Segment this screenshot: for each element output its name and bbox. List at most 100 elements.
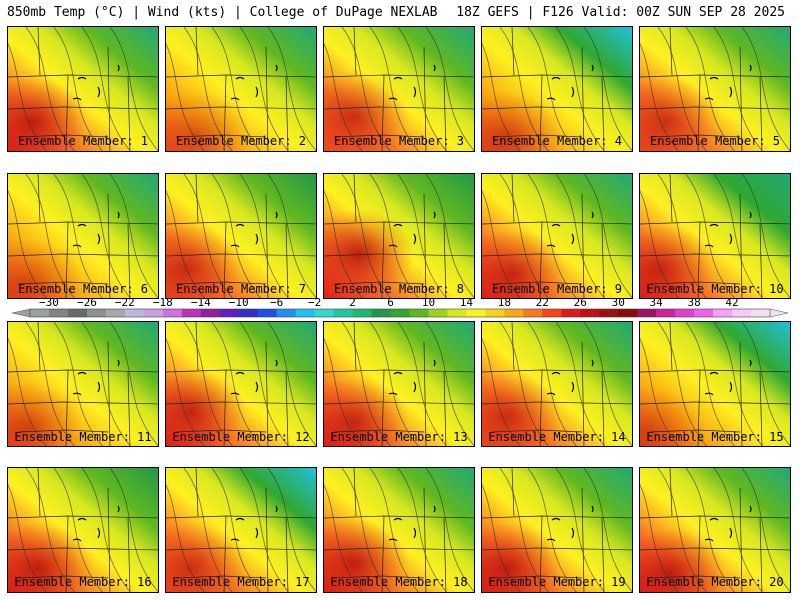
- colorbar-swatch: [219, 309, 240, 317]
- ensemble-member-map: [165, 173, 317, 299]
- temperature-field: [482, 322, 632, 446]
- colorbar-tick-label: −2: [308, 297, 321, 309]
- temperature-field: [324, 27, 474, 151]
- temperature-field: [324, 322, 474, 446]
- map-title: 850mb Temp (°C) | Wind (kts) | College o…: [7, 5, 438, 20]
- colorbar-swatch: [675, 309, 695, 317]
- colorbar-swatch: [257, 309, 278, 317]
- ensemble-member-label: Ensemble Member: 6: [17, 282, 149, 296]
- ensemble-member-map: [639, 467, 791, 593]
- colorbar-tick-label: 26: [574, 297, 587, 309]
- colorbar-swatch: [466, 309, 486, 317]
- ensemble-member-map: [165, 26, 317, 152]
- temperature-field: [640, 468, 790, 592]
- colorbar-swatch: [542, 309, 562, 317]
- colorbar-swatch: [694, 309, 714, 317]
- ensemble-member-map: [7, 173, 159, 299]
- colorbar-tick-label: 10: [422, 297, 435, 309]
- temperature-field: [166, 27, 316, 151]
- ensemble-member-map: [7, 26, 159, 152]
- colorbar-swatch: [333, 309, 354, 317]
- temperature-field: [324, 174, 474, 298]
- ensemble-member-map: [7, 321, 159, 447]
- temperature-field: [640, 174, 790, 298]
- colorbar-tick-label: 34: [650, 297, 664, 309]
- colorbar-tick-label: 42: [725, 297, 738, 309]
- temperature-field: [166, 468, 316, 592]
- ensemble-member-label: Ensemble Member: 14: [488, 430, 626, 444]
- colorbar-swatch: [352, 309, 373, 317]
- colorbar-swatch: [656, 309, 676, 317]
- colorbar-tick-label: −26: [77, 297, 97, 309]
- forecast-valid-time: 18Z GEFS | F126 Valid: 00Z SUN SEP 28 20…: [456, 5, 785, 20]
- colorbar-swatch: [580, 309, 600, 317]
- temperature-field: [8, 468, 158, 592]
- colorbar-swatch: [143, 309, 164, 317]
- colorbar-tick-label: 14: [460, 297, 474, 309]
- ensemble-member-label: Ensemble Member: 15: [646, 430, 784, 444]
- ensemble-member-label: Ensemble Member: 16: [14, 575, 152, 589]
- temperature-field: [482, 468, 632, 592]
- colorbar-tick-label: 2: [349, 297, 356, 309]
- colorbar-swatch: [124, 309, 145, 317]
- colorbar-tick-label: −18: [153, 297, 173, 309]
- colorbar-swatch: [371, 309, 392, 317]
- colorbar-swatch: [48, 309, 69, 317]
- ensemble-member-label: Ensemble Member: 5: [649, 134, 781, 148]
- ensemble-member-map: [481, 321, 633, 447]
- colorbar-swatch: [105, 309, 126, 317]
- ensemble-member-label: Ensemble Member: 10: [646, 282, 784, 296]
- ensemble-member-map: [639, 26, 791, 152]
- ensemble-member-label: Ensemble Member: 1: [17, 134, 149, 148]
- colorbar-swatch: [561, 309, 581, 317]
- colorbar-tick-label: −10: [229, 297, 249, 309]
- colorbar-tick-label: −14: [191, 297, 211, 309]
- ensemble-member-map: [481, 26, 633, 152]
- ensemble-member-map: [165, 467, 317, 593]
- ensemble-member-label: Ensemble Member: 2: [175, 134, 307, 148]
- colorbar-left-arrow: [11, 308, 31, 318]
- ensemble-member-map: [7, 467, 159, 593]
- ensemble-member-map: [481, 173, 633, 299]
- colorbar-swatch: [314, 309, 335, 317]
- colorbar-swatch: [200, 309, 221, 317]
- temperature-field: [482, 27, 632, 151]
- colorbar-swatch: [276, 309, 297, 317]
- ensemble-member-map: [481, 467, 633, 593]
- colorbar-tick-label: 22: [536, 297, 549, 309]
- ensemble-member-label: Ensemble Member: 20: [646, 575, 784, 589]
- colorbar-swatch: [390, 309, 410, 317]
- temperature-field: [8, 322, 158, 446]
- temperature-colorbar: −30 −26 −22 −18 −14 −10 −6 −2 2 6 10 14 18 22 26 30 34 38…: [11, 296, 789, 319]
- ensemble-member-label: Ensemble Member: 13: [330, 430, 468, 444]
- temperature-field: [640, 27, 790, 151]
- temperature-field: [8, 174, 158, 298]
- colorbar-svg: −30 −26 −22 −18 −14 −10 −6 −2 2 6 10 14 18 22 26 30 34 38…: [11, 296, 789, 318]
- temperature-field: [8, 27, 158, 151]
- ensemble-member-map: [323, 321, 475, 447]
- colorbar-tick-label: 18: [498, 297, 511, 309]
- colorbar-swatch: [637, 309, 657, 317]
- ensemble-member-label: Ensemble Member: 4: [491, 134, 623, 148]
- ensemble-member-label: Ensemble Member: 19: [488, 575, 626, 589]
- colorbar-tick-label: −6: [270, 297, 283, 309]
- ensemble-member-label: Ensemble Member: 7: [175, 282, 307, 296]
- colorbar-swatch: [30, 309, 50, 317]
- temperature-field: [166, 174, 316, 298]
- colorbar-tick-label: 6: [387, 297, 394, 309]
- temperature-field: [324, 468, 474, 592]
- ensemble-member-label: Ensemble Member: 18: [330, 575, 468, 589]
- colorbar-swatch: [523, 309, 543, 317]
- colorbar-swatch: [618, 309, 638, 317]
- colorbar-swatch: [485, 309, 505, 317]
- colorbar-swatch: [504, 309, 524, 317]
- ensemble-member-map: [323, 26, 475, 152]
- ensemble-member-map: [165, 321, 317, 447]
- colorbar-swatch: [181, 309, 202, 317]
- temperature-field: [640, 322, 790, 446]
- colorbar-swatch: [732, 309, 752, 317]
- ensemble-member-label: Ensemble Member: 3: [333, 134, 465, 148]
- colorbar-tick-label: −22: [115, 297, 135, 309]
- temperature-field: [166, 322, 316, 446]
- ensemble-member-label: Ensemble Member: 12: [172, 430, 310, 444]
